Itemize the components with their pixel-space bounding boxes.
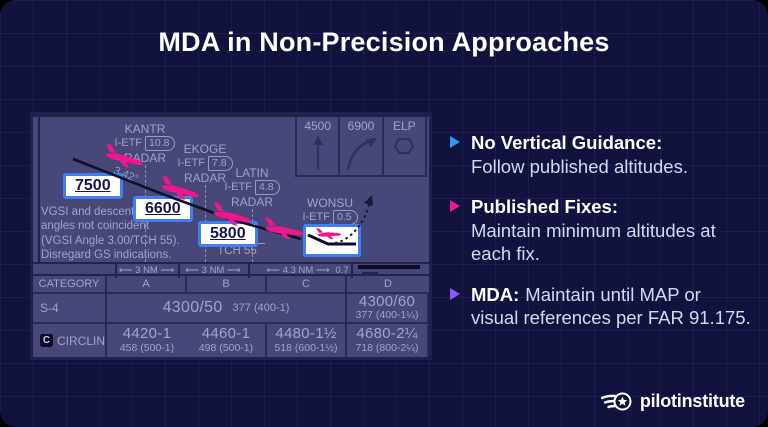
circling-mda: 4420-1 [122,325,172,343]
bullet-body: Maintain until MAP or visual references … [471,283,751,329]
minima-altitude: 6900 [347,119,375,133]
fix-name: EKOGE [183,142,227,156]
minimums-table: CATEGORY A B C D S-4 4300/50 377 (400-1)… [33,276,429,357]
minima-altitude: 4500 [304,119,332,133]
circling-hat: 498 (500-1) [198,341,254,354]
s4-d-mda: 4300/60 [358,294,416,310]
chart-left-rule [38,117,40,262]
bullet-no-vertical-guidance: No Vertical Guidance: Follow published al… [450,131,752,178]
distance-segment: 3 NM [115,264,178,278]
s4-d-hat: 377 (400-1¼) [355,309,419,322]
bullet-mda: MDA: Maintain until MAP or visual referen… [450,283,752,330]
bullet-published-fixes: Published Fixes: Maintain minimum altitud… [450,195,752,266]
bullet-body: Follow published altitudes. [471,155,688,177]
runway-symbol [358,265,420,269]
up-arrow-icon [313,135,323,169]
altitude-callout-7500: 7500 [63,173,123,199]
circling-hat: 518 (600-1½) [274,341,338,354]
s4-minimums-d: 4300/60 377 (400-1¼) [347,294,429,324]
fix-ident: I-ETF [302,211,330,224]
approach-chart-panel: 4500 6900 ELP KANT [30,112,432,360]
fix-ident: I-ETF [177,157,205,170]
bullet-heading: MDA: [471,283,520,305]
distance-tick [248,264,250,278]
vgsi-note-line: (VGSI Angle 3.00/TCH 55). [41,234,180,247]
circling-minimums-b: 4460-1 498 (500-1) [187,324,267,357]
table-header-d: D [347,276,429,294]
distance-tick [351,264,353,278]
page-title: MDA in Non-Precision Approaches [158,27,610,57]
fix-wonsu: WONSU I-ETF 0.5 [282,196,378,225]
circling-minimums-a: 4420-1 458 (500-1) [107,324,187,357]
minima-strip: 4500 6900 ELP [295,117,427,177]
fix-ident: I-ETF [114,137,143,150]
s4-hat: 377 (400-1) [232,302,290,314]
runway-profile [307,233,356,246]
circling-hat: 458 (500-1) [119,341,175,354]
minima-cell-straight: 4500 [297,117,338,175]
fix-name: KANTR [124,122,166,136]
distance-tick [115,264,117,278]
bullet-text: MDA: Maintain until MAP or visual referen… [471,283,752,330]
altitude-callout-5800: 5800 [198,221,258,247]
circling-mda: 4480-1½ [275,325,337,343]
bullet-heading: No Vertical Guidance: [471,132,663,153]
minima-cell-climb: 6900 [338,117,381,175]
minima-fix-label: ELP [392,119,416,133]
dme-chip: 4.8 [254,180,280,195]
s4-row-label: S-4 [33,294,107,324]
circling-row-label: C CIRCLING [33,324,107,357]
table-header-a: A [107,276,187,294]
bullet-body: Maintain minimum altitudes at each fix. [471,219,716,265]
table-header-c: C [267,276,347,294]
fix-name: WONSU [307,196,353,210]
minima-cell-fix: ELP [381,117,425,175]
triangle-bullet-icon [450,200,460,212]
table-header-b: B [187,276,267,294]
runway-callout-box [303,224,361,257]
bullet-heading: Published Fixes: [471,196,619,217]
bullet-text: Published Fixes: Maintain minimum altitud… [471,195,752,266]
fix-name: LATIN [235,166,269,180]
circling-mda: 4460-1 [201,325,251,343]
circling-hat: 718 (800-2¼) [355,341,419,354]
distance-segment: 0.7 [335,265,349,276]
altitude-callout-6600: 6600 [133,196,193,222]
climb-arrow-icon [346,138,377,171]
dme-chip: 0.5 [332,210,358,225]
vortac-icon [394,138,415,154]
vgsi-note-line: Disregard GS indications. [41,248,172,261]
triangle-bullet-icon [450,287,460,300]
s4-mda: 4300/50 [162,299,223,316]
fix-dme: I-ETF 4.8 [204,180,300,195]
winged-badge-icon [600,392,632,411]
circling-minimums-d: 4680-2¼ 718 (800-2¼) [347,324,429,357]
runway-symbol-arrow [362,272,378,274]
circling-minimums-c: 4480-1½ 518 (600-1½) [267,324,347,357]
circling-mda: 4680-2¼ [356,325,418,343]
bullet-text: No Vertical Guidance: Follow published al… [471,131,688,178]
key-points-list: No Vertical Guidance: Follow published al… [450,131,752,347]
circling-badge: C [40,334,53,347]
distance-segment: 3 NM [178,264,248,278]
distance-segment: 4.3 NM [248,264,348,278]
distance-scale-row: 3 NM 3 NM 4.3 NM 0.7 [33,262,429,278]
logo-wordmark: pilotinstitute [639,391,745,411]
pilot-institute-logo: pilotinstitute [600,390,745,413]
triangle-bullet-icon [450,136,460,148]
s4-minimums-abc: 4300/50 377 (400-1) [107,294,347,324]
fix-ident: I-ETF [224,181,252,194]
circling-label: CIRCLING [57,333,106,348]
distance-tick [178,264,180,278]
table-header-category: CATEGORY [33,276,107,294]
